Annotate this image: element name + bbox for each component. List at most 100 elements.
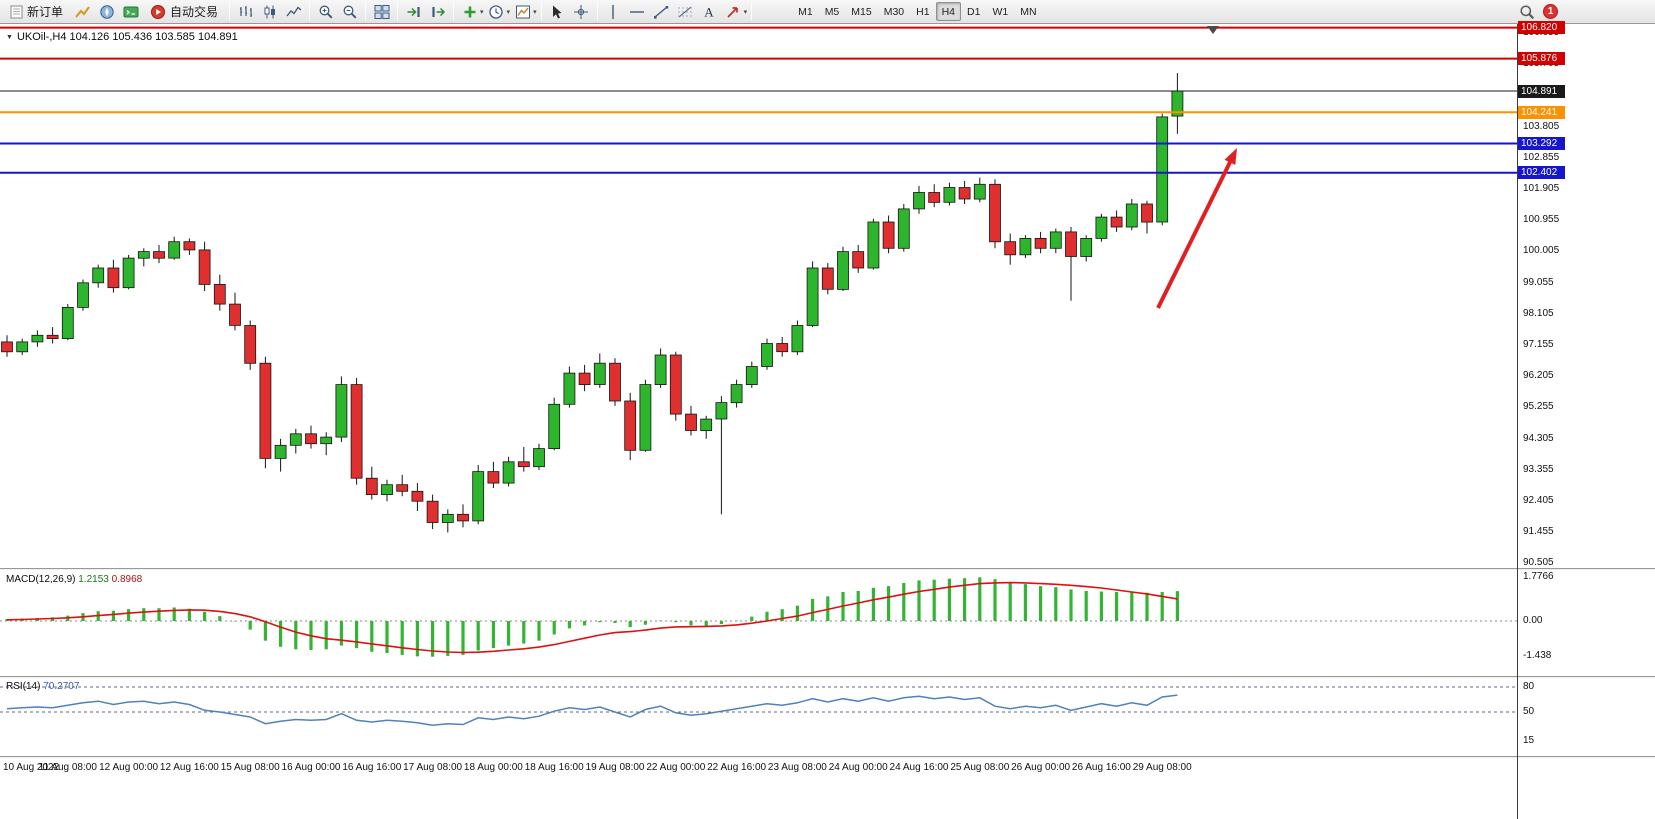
candlestick	[563, 372, 576, 405]
indicators-dropdown-caret[interactable]: ▾	[480, 8, 484, 16]
main-chart-panel[interactable]	[0, 24, 1517, 568]
date-axis-label: 12 Aug 16:00	[159, 762, 219, 773]
tile-windows-button[interactable]	[370, 1, 393, 22]
timeframe-m15-button[interactable]: M15	[845, 2, 877, 21]
candlestick	[761, 343, 773, 367]
candlestick	[1065, 231, 1077, 257]
price-badge: 105.876	[1518, 52, 1565, 66]
rsi-line	[6, 694, 1178, 727]
templates-button[interactable]	[511, 1, 534, 22]
line-chart-button[interactable]	[282, 1, 305, 22]
candlestick	[958, 187, 971, 200]
trend-arrow-object[interactable]	[1156, 155, 1235, 309]
svg-text:A: A	[704, 4, 714, 19]
candlestick	[1095, 216, 1108, 239]
macd-signal-line	[6, 581, 1178, 654]
rsi-axis-tick: 80	[1523, 681, 1535, 692]
candlestick	[1, 341, 13, 353]
candlestick	[274, 444, 287, 459]
candlestick	[365, 477, 378, 496]
candlestick	[1141, 203, 1153, 223]
price-axis[interactable]: 106.655105.705103.805102.855101.905100.9…	[1517, 21, 1655, 819]
text-tool-button[interactable]: A	[698, 1, 721, 22]
templates-dropdown-caret[interactable]: ▾	[533, 8, 537, 16]
candlestick	[928, 192, 941, 203]
candlestick	[92, 267, 105, 284]
candlestick	[517, 461, 530, 468]
market-watch-button[interactable]	[71, 1, 94, 22]
price-axis-tick: 98.105	[1523, 307, 1554, 319]
candlestick	[183, 241, 196, 251]
chart-shift-button[interactable]	[426, 1, 449, 22]
timeframe-mn-button[interactable]: MN	[1014, 2, 1042, 21]
auto-trading-icon	[151, 4, 166, 19]
date-axis[interactable]: 10 Aug 2022 11 Aug 08:00 12 Aug 00:00 12 Au…	[0, 758, 1655, 782]
crosshair-button[interactable]	[570, 1, 593, 22]
rsi-label: RSI(14) 70.2707	[6, 681, 79, 692]
cursor-button[interactable]	[546, 1, 569, 22]
timeframe-w1-button[interactable]: W1	[986, 2, 1014, 21]
periods-dropdown-caret[interactable]: ▾	[506, 8, 511, 16]
timeframe-h1-button[interactable]: H1	[910, 2, 935, 21]
price-badge: 104.891	[1518, 84, 1565, 98]
terminal-button[interactable]	[119, 1, 142, 22]
search-button[interactable]	[1515, 1, 1538, 22]
zoom-in-button[interactable]	[314, 1, 337, 22]
timeframe-m30-button[interactable]: M30	[878, 2, 910, 21]
timeframe-m1-button[interactable]: M1	[792, 2, 819, 21]
timeframe-d1-button[interactable]: D1	[961, 2, 986, 21]
candlestick	[61, 306, 74, 339]
fibonacci-button[interactable]	[674, 1, 697, 22]
bar-chart-button[interactable]	[234, 1, 257, 22]
templates-icon	[515, 5, 530, 18]
horizontal-line-button[interactable]	[626, 1, 649, 22]
periods-button[interactable]	[485, 1, 508, 22]
toolbar-separator	[596, 3, 598, 20]
symbol-dropdown-arrow[interactable]: ▼	[6, 33, 13, 41]
price-axis-tick: 93.355	[1523, 463, 1554, 475]
auto-scroll-button[interactable]	[402, 1, 425, 22]
auto-scroll-icon	[407, 6, 420, 17]
date-axis-label: 22 Aug 00:00	[646, 762, 706, 773]
candlestick	[654, 354, 667, 386]
new-order-button[interactable]: 新订单	[3, 1, 70, 22]
periods-clock-icon	[489, 4, 503, 19]
rsi-panel[interactable]	[0, 678, 1517, 756]
toolbar-separator	[309, 3, 311, 20]
toolbar-right-icons: 1	[1515, 1, 1558, 22]
candlestick	[973, 183, 986, 200]
trendline-button[interactable]	[650, 1, 673, 22]
candlestick	[639, 384, 652, 451]
candlestick-chart-button[interactable]	[258, 1, 281, 22]
trend-arrow-head[interactable]	[1224, 148, 1238, 165]
notification-badge[interactable]: 1	[1543, 4, 1558, 19]
timeframe-m5-button[interactable]: M5	[819, 2, 846, 21]
arrows-dropdown-caret[interactable]: ▾	[743, 8, 748, 16]
candlestick	[320, 436, 333, 445]
candlestick	[548, 403, 561, 449]
timeframe-h4-button[interactable]: H4	[935, 2, 962, 21]
macd-panel[interactable]	[0, 570, 1517, 676]
auto-trading-button[interactable]: 自动交易	[143, 1, 225, 22]
price-axis-tick: 102.855	[1523, 151, 1560, 163]
candlestick	[137, 251, 150, 259]
vertical-line-button[interactable]	[602, 1, 625, 22]
indicators-button[interactable]	[458, 1, 481, 22]
auto-trading-label: 自动交易	[170, 5, 219, 19]
panel-separator[interactable]	[0, 676, 1655, 678]
candlestick	[943, 187, 956, 203]
panel-separator[interactable]	[0, 568, 1655, 570]
date-axis-label: 16 Aug 00:00	[281, 762, 341, 773]
candlestick	[1156, 116, 1169, 223]
date-axis-label: 23 Aug 08:00	[767, 762, 827, 773]
navigator-button[interactable]	[95, 1, 118, 22]
new-order-icon	[10, 5, 23, 18]
candlestick	[593, 362, 606, 385]
price-badge: 106.820	[1518, 21, 1565, 35]
price-axis-tick: 103.805	[1523, 120, 1560, 132]
zoom-out-button[interactable]	[338, 1, 361, 22]
arrows-tool-button[interactable]	[722, 1, 745, 22]
candlestick	[533, 448, 545, 468]
date-axis-label: 29 Aug 08:00	[1132, 762, 1192, 773]
